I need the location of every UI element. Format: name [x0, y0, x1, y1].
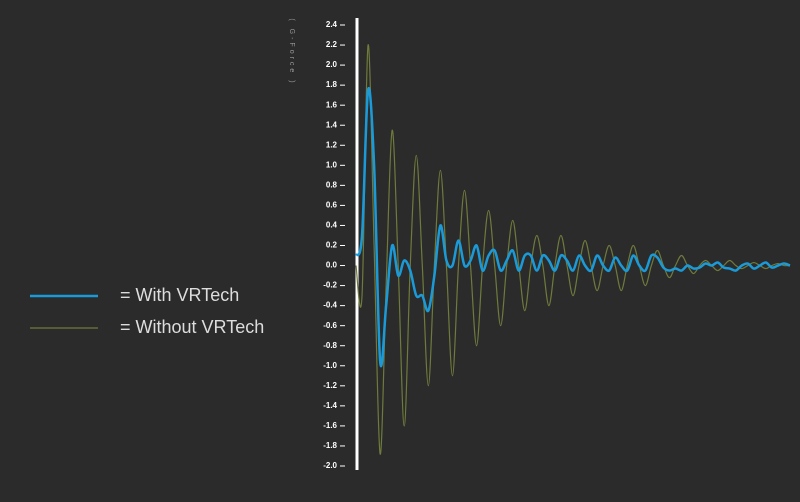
y-tick-label: 0.2: [326, 241, 338, 250]
y-tick-label: -0.6: [323, 321, 337, 330]
y-tick-label: -0.8: [323, 341, 337, 350]
y-tick-label: 2.0: [326, 60, 338, 69]
y-tick-label: -1.8: [323, 441, 337, 450]
y-tick-label: 0.6: [326, 201, 338, 210]
y-tick-label: -1.4: [323, 401, 337, 410]
y-tick-label: 1.0: [326, 160, 338, 169]
y-tick-label: 0.4: [326, 221, 338, 230]
legend-label: = Without VRTech: [120, 317, 264, 337]
y-tick-label: -1.6: [323, 421, 337, 430]
y-tick-label: -0.4: [323, 301, 337, 310]
y-tick-label: 2.2: [326, 40, 338, 49]
y-tick-label: 1.4: [326, 120, 338, 129]
y-axis-label: ( G-Force ): [288, 18, 295, 85]
y-tick-label: -1.0: [323, 361, 337, 370]
legend-label: = With VRTech: [120, 285, 239, 305]
y-tick-label: 0.0: [326, 261, 338, 270]
y-tick-label: 2.4: [326, 20, 338, 29]
y-tick-label: -2.0: [323, 461, 337, 470]
y-tick-label: -0.2: [323, 281, 337, 290]
y-tick-label: 1.6: [326, 100, 338, 109]
y-tick-label: 1.8: [326, 80, 338, 89]
y-tick-label: 0.8: [326, 180, 338, 189]
y-tick-label: -1.2: [323, 381, 337, 390]
y-tick-label: 1.2: [326, 140, 338, 149]
series-line: [354, 86, 791, 368]
